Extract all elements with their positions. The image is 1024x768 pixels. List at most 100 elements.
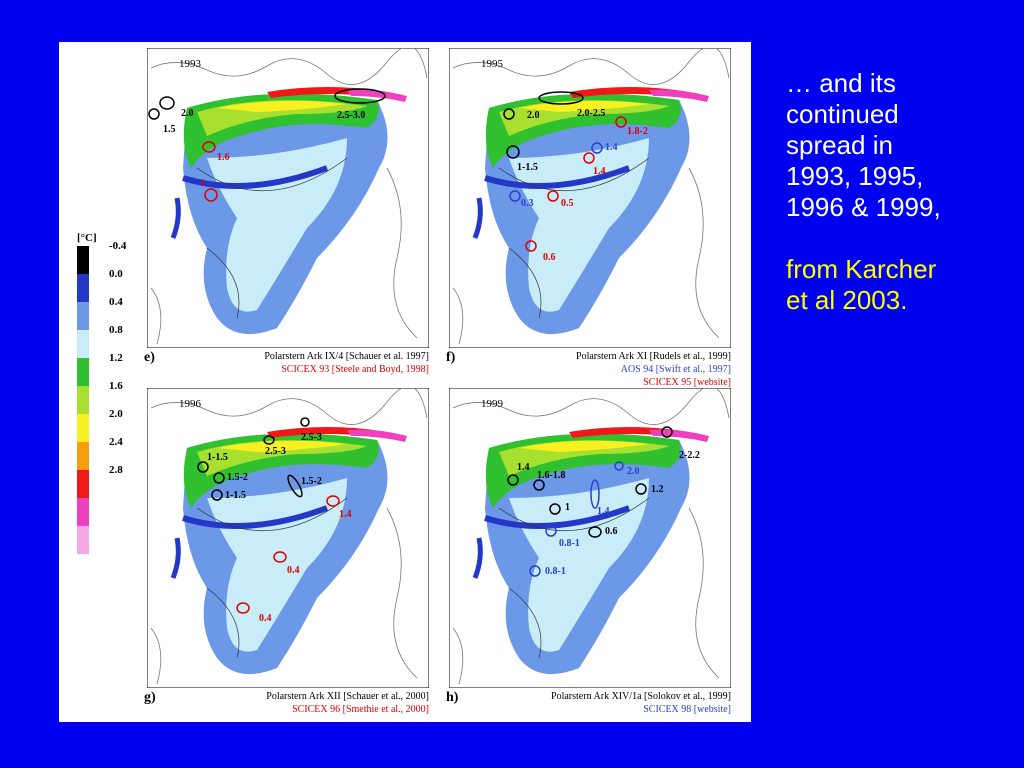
annotation: 0.6 (605, 526, 618, 537)
station-marker (549, 503, 561, 515)
panel-letter: e) (144, 350, 155, 365)
slide-line: 1993, 1995, (786, 161, 924, 191)
annotation: 2.0 (181, 108, 194, 119)
coastline (386, 167, 418, 339)
caption-line: Polarstern Ark XIV/1a [Solokov et al., 1… (551, 691, 731, 702)
slide-line-citation: et al 2003. (786, 285, 908, 315)
annotation: 2.0 (627, 466, 640, 477)
annotation: 2-2.2 (679, 450, 700, 461)
contour (206, 247, 240, 319)
coastline (150, 48, 428, 85)
legend-row: 2.0 (73, 408, 143, 442)
station-marker (211, 489, 223, 501)
legend-label: 2.4 (109, 436, 123, 448)
caption-line: AOS 94 [Swift et al., 1997] (620, 364, 731, 375)
station-marker (614, 461, 624, 471)
caption-line: SCICEX 95 [website] (643, 377, 731, 388)
station-marker (159, 96, 175, 110)
station-marker (507, 474, 519, 486)
legend-swatch (77, 526, 89, 554)
station-marker (326, 495, 340, 507)
legend-swatch (77, 358, 89, 386)
legend-swatch (77, 246, 89, 274)
map-1993 (147, 48, 429, 348)
annotation: 1.4 (597, 506, 610, 517)
annotation: 1 (200, 178, 205, 189)
legend-swatch (77, 470, 89, 498)
station-marker (213, 472, 225, 484)
panel-year: 1996 (179, 398, 201, 410)
legend-row (73, 498, 143, 526)
contour (206, 587, 240, 659)
panel-year: 1993 (179, 58, 201, 70)
legend-row: -0.4 (73, 240, 143, 274)
station-marker (588, 526, 602, 538)
legend-label: 1.2 (109, 352, 123, 364)
station-marker (204, 188, 218, 202)
station-marker (538, 91, 584, 105)
basin-region (207, 138, 347, 312)
map-1995 (449, 48, 731, 348)
temperature-legend: [°C] -0.4 0.0 0.4 0.8 1.2 1.6 2.0 2.4 2.8 (73, 232, 143, 554)
cold-front (484, 165, 631, 189)
station-marker (583, 152, 595, 164)
hot-rim (649, 89, 709, 102)
legend-row: 2.4 (73, 436, 143, 470)
station-marker (615, 116, 627, 128)
annotation: 1.6 (217, 152, 230, 163)
annotation: 1.4 (593, 166, 606, 177)
map-panel-1999: 1999 2-2.2 1.4 1.6-1.8 2.0 1.2 1 1.4 0.6… (446, 388, 731, 715)
station-marker (503, 108, 515, 120)
station-marker (506, 145, 520, 159)
legend-row: 0.0 (73, 268, 143, 302)
annotation: 0.8-1 (545, 566, 566, 577)
caption-line: SCICEX 96 [Smethie et al., 2000] (292, 704, 429, 715)
basin-region (207, 478, 347, 652)
station-marker (202, 141, 216, 153)
panel-caption: Polarstern Ark XII [Schauer et al., 2000… (179, 690, 429, 716)
annotation: 0.6 (543, 252, 556, 263)
annotation: 1.2 (651, 484, 664, 495)
legend-label: 0.0 (109, 268, 123, 280)
station-marker (525, 240, 537, 252)
legend-label: 2.0 (109, 408, 123, 420)
map-panel-1996: 1996 2.5-3 2.5-3 1-1.5 1.5-2 1-1.5 1.5-2… (144, 388, 429, 715)
caption-line: Polarstern Ark XII [Schauer et al., 2000… (266, 691, 429, 702)
legend-label: 2.8 (109, 464, 123, 476)
legend-row: 1.2 (73, 352, 143, 386)
cold-front (170, 537, 181, 579)
legend-swatch (77, 386, 89, 414)
station-marker (509, 190, 521, 202)
map-panel-1995: 1995 2.0 2.0-2.5 1.8-2 1.4 1-1.5 1.4 0.3… (446, 48, 731, 388)
map-panel-1993: 1993 2.0 1.5 2.5-3.0 1.6 1 e) Polarstern… (144, 48, 429, 375)
contour (196, 497, 348, 532)
station-marker (197, 461, 209, 473)
station-marker (300, 417, 310, 427)
caption-line: SCICEX 93 [Steele and Boyd, 1998] (281, 364, 429, 375)
panel-letter: g) (144, 690, 156, 705)
annotation: 0.3 (521, 198, 534, 209)
panel-year: 1995 (481, 58, 503, 70)
annotation: 1.8-2 (627, 126, 648, 137)
annotation: 1-1.5 (225, 490, 246, 501)
legend-row: 1.6 (73, 380, 143, 414)
legend-swatch (77, 274, 89, 302)
slide-line: spread in (786, 130, 893, 160)
legend-label: 0.4 (109, 296, 123, 308)
coastline (150, 388, 428, 425)
hot-rim (649, 429, 709, 442)
station-marker (591, 142, 603, 154)
basin-region (509, 138, 649, 312)
legend-row (73, 526, 143, 554)
station-marker (529, 565, 541, 577)
legend-row: 0.4 (73, 296, 143, 330)
annotation: 1.4 (517, 462, 530, 473)
slide-line: continued (786, 99, 899, 129)
warm-band (217, 440, 347, 452)
slide-text: … and its continued spread in 1993, 1995… (786, 68, 1016, 316)
cold-front (472, 197, 483, 239)
map-1996 (147, 388, 429, 688)
legend-swatch (77, 442, 89, 470)
slide-line-citation: from Karcher (786, 254, 937, 284)
station-marker (635, 483, 647, 495)
